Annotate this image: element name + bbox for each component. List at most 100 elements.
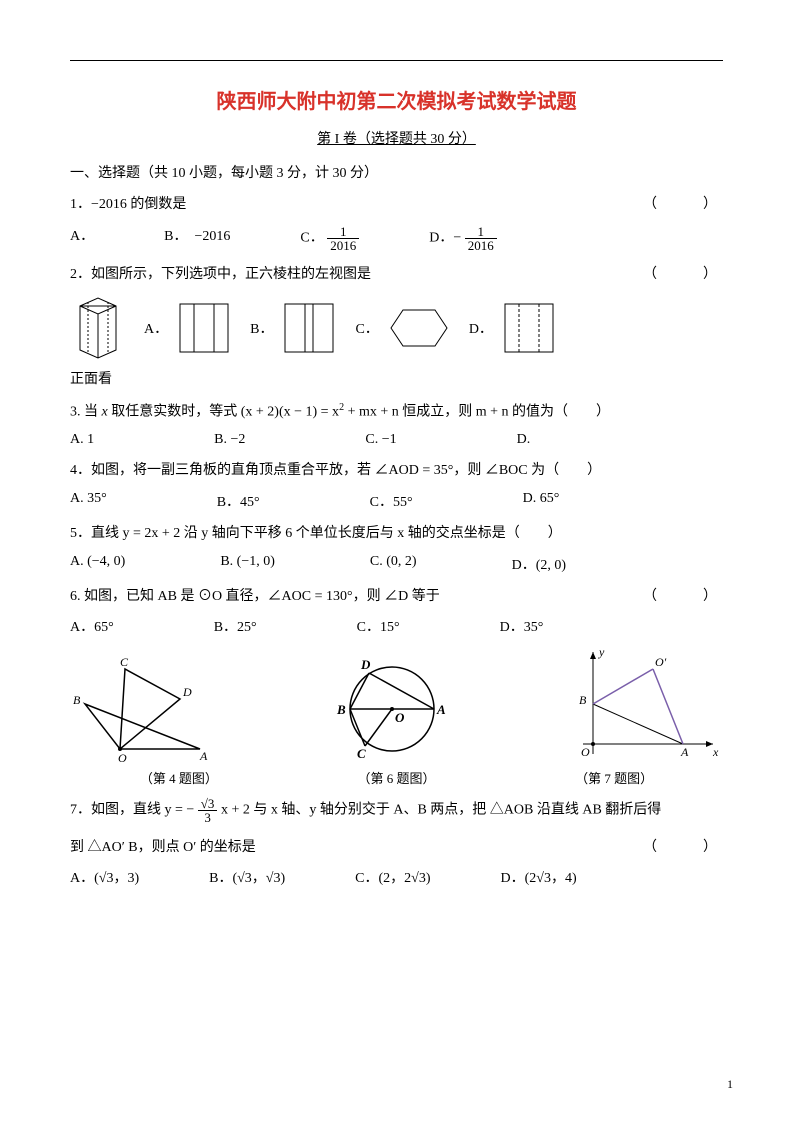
cap6: （第 6 题图） — [357, 768, 435, 787]
opt-a-shape — [176, 300, 232, 356]
q5-stem: 5．直线 y = 2x + 2 沿 y 轴向下平移 6 个单位长度后与 x 轴的… — [70, 521, 723, 548]
hex-prism-icon — [70, 294, 126, 362]
top-rule — [70, 60, 723, 61]
q7-c: 到 △AO′ B，则点 O′ 的坐标是 — [70, 840, 256, 855]
page-number: 1 — [727, 1077, 733, 1092]
q7-opt-d: D．(2√3，4) — [501, 867, 577, 887]
q7-a: 7．如图，直线 y = − — [70, 803, 194, 818]
fig4-C: C — [120, 655, 129, 669]
q3-c: + mx + n 恒成立，则 m + n 的值为（ ） — [344, 405, 610, 420]
fig7-svg: x y O A B O′ — [563, 644, 723, 764]
fig6-B: B — [336, 702, 346, 717]
opt-d-shape — [501, 300, 557, 356]
q5-opt-c: C. (0, 2) — [370, 554, 417, 574]
cap7: （第 7 题图） — [575, 768, 653, 787]
fig6-O: O — [395, 710, 405, 725]
q7-paren: （ ） — [643, 835, 723, 862]
q2-c-label: C． — [355, 318, 378, 338]
q6-text: 6. 如图，已知 AB 是 ⊙O 直径，∠AOC = 130°，则 ∠D 等于 — [70, 589, 440, 604]
q1-text: 1．−2016 的倒数是 — [70, 197, 186, 212]
q7-stem1: 7．如图，直线 y = − √3 3 x + 2 与 x 轴、y 轴分别交于 A… — [70, 797, 723, 824]
fig7-x: x — [712, 745, 719, 759]
q1-d-num: 1 — [465, 225, 497, 239]
q6-paren: （ ） — [643, 584, 723, 611]
opt-b-shape — [281, 300, 337, 356]
q7-num: √3 — [198, 797, 218, 811]
q6-opt-b: B．25° — [214, 616, 257, 636]
q1-opt-d: D．− 1 2016 — [429, 225, 497, 252]
q3-b: 取任意实数时，等式 (x + 2)(x − 1) = x — [108, 405, 339, 420]
fig4-svg: O A B C D — [70, 654, 220, 764]
fig7-O: O — [581, 745, 590, 759]
q4-stem: 4．如图，将一副三角板的直角顶点重合平放，若 ∠AOD = 35°，则 ∠BOC… — [70, 458, 723, 485]
q2-stem: 2．如图所示，下列选项中，正六棱柱的左视图是 （ ） — [70, 262, 723, 289]
q7-den: 3 — [198, 811, 218, 824]
q7-options: A．(√3，3) B．(√3，√3) C．(2，2√3) D．(2√3，4) — [70, 867, 723, 887]
q4-opt-c: C．55° — [370, 491, 413, 511]
q5-opt-b: B. (−1, 0) — [220, 554, 275, 574]
q1-d-den: 2016 — [465, 239, 497, 252]
fig4-A: A — [199, 749, 208, 763]
q2-shapes: A． B． C． D． — [70, 294, 723, 362]
q5-opt-a: A. (−4, 0) — [70, 554, 125, 574]
q1-paren: （ ） — [643, 192, 723, 219]
q3-a: 3. 当 — [70, 405, 102, 420]
q3-opt-c: C. −1 — [365, 432, 396, 448]
q1-c-frac: 1 2016 — [327, 225, 359, 252]
fig7-B: B — [579, 693, 587, 707]
q7-opt-b: B．(√3，√3) — [209, 867, 285, 887]
fig4-B: B — [73, 693, 81, 707]
q6-opt-a: A．65° — [70, 616, 114, 636]
q3-opt-d: D. — [517, 432, 531, 448]
fig6-D: D — [360, 657, 371, 672]
q6-options: A．65° B．25° C．15° D．35° — [70, 616, 723, 636]
fig-captions: （第 4 题图） （第 6 题图） （第 7 题图） — [70, 768, 723, 787]
q7-opt-c: C．(2，2√3) — [355, 867, 430, 887]
q2-text: 2．如图所示，下列选项中，正六棱柱的左视图是 — [70, 267, 371, 282]
fig4-O: O — [118, 751, 127, 764]
q6-opt-d: D．35° — [500, 616, 544, 636]
q3-options: A. 1 B. −2 C. −1 D. — [70, 432, 723, 448]
q4-opt-d: D. 65° — [523, 491, 560, 511]
q7-b: x + 2 与 x 轴、y 轴分别交于 A、B 两点，把 △AOB 沿直线 AB… — [221, 803, 661, 818]
fig6-A: A — [436, 702, 446, 717]
q4-options: A. 35° B．45° C．55° D. 65° — [70, 491, 723, 511]
q4-opt-a: A. 35° — [70, 491, 107, 511]
fig7-y: y — [598, 645, 605, 659]
exam-title: 陕西师大附中初第二次模拟考试数学试题 — [70, 85, 723, 114]
q1-c-num: 1 — [327, 225, 359, 239]
q3-opt-b: B. −2 — [214, 432, 245, 448]
q2-paren: （ ） — [643, 262, 723, 289]
q3-stem: 3. 当 x 取任意实数时，等式 (x + 2)(x − 1) = x2 + m… — [70, 398, 723, 426]
q1-d-frac: 1 2016 — [465, 225, 497, 252]
q7-frac: √3 3 — [198, 797, 218, 824]
q2-a-label: A． — [144, 318, 168, 338]
q1-options: A． B． −2016 C． 1 2016 D．− 1 2016 — [70, 225, 723, 252]
section-heading: 一、选择题（共 10 小题，每小题 3 分，计 30 分） — [70, 162, 723, 182]
q1-c-den: 2016 — [327, 239, 359, 252]
q3-opt-a: A. 1 — [70, 432, 94, 448]
q2-d-label: D． — [469, 318, 493, 338]
q4-opt-b: B．45° — [217, 491, 260, 511]
fig6-C: C — [357, 746, 366, 761]
q6-opt-c: C．15° — [357, 616, 400, 636]
q6-stem: 6. 如图，已知 AB 是 ⊙O 直径，∠AOC = 130°，则 ∠D 等于 … — [70, 584, 723, 611]
cap4: （第 4 题图） — [140, 768, 218, 787]
q1-d-prefix: D．− — [429, 230, 461, 245]
q1-c-prefix: C． — [300, 230, 323, 245]
fig7-A: A — [680, 745, 689, 759]
q1-opt-b: B． −2016 — [164, 225, 230, 252]
fig7-Op: O′ — [655, 655, 667, 669]
figures-row: O A B C D A B C D O x y O A B O′ — [70, 644, 723, 764]
q5-opt-d: D．(2, 0) — [512, 554, 566, 574]
q1-opt-a: A． — [70, 225, 94, 252]
opt-c-shape — [387, 300, 451, 356]
q7-stem2: 到 △AO′ B，则点 O′ 的坐标是 （ ） — [70, 835, 723, 862]
q2-b-label: B． — [250, 318, 273, 338]
q1-stem: 1．−2016 的倒数是 （ ） — [70, 192, 723, 219]
exam-subtitle: 第 I 卷（选择题共 30 分） — [70, 128, 723, 148]
q1-opt-c: C． 1 2016 — [300, 225, 359, 252]
q2-front-label: 正面看 — [70, 368, 723, 388]
fig6-svg: A B C D O — [317, 654, 467, 764]
q7-opt-a: A．(√3，3) — [70, 867, 139, 887]
